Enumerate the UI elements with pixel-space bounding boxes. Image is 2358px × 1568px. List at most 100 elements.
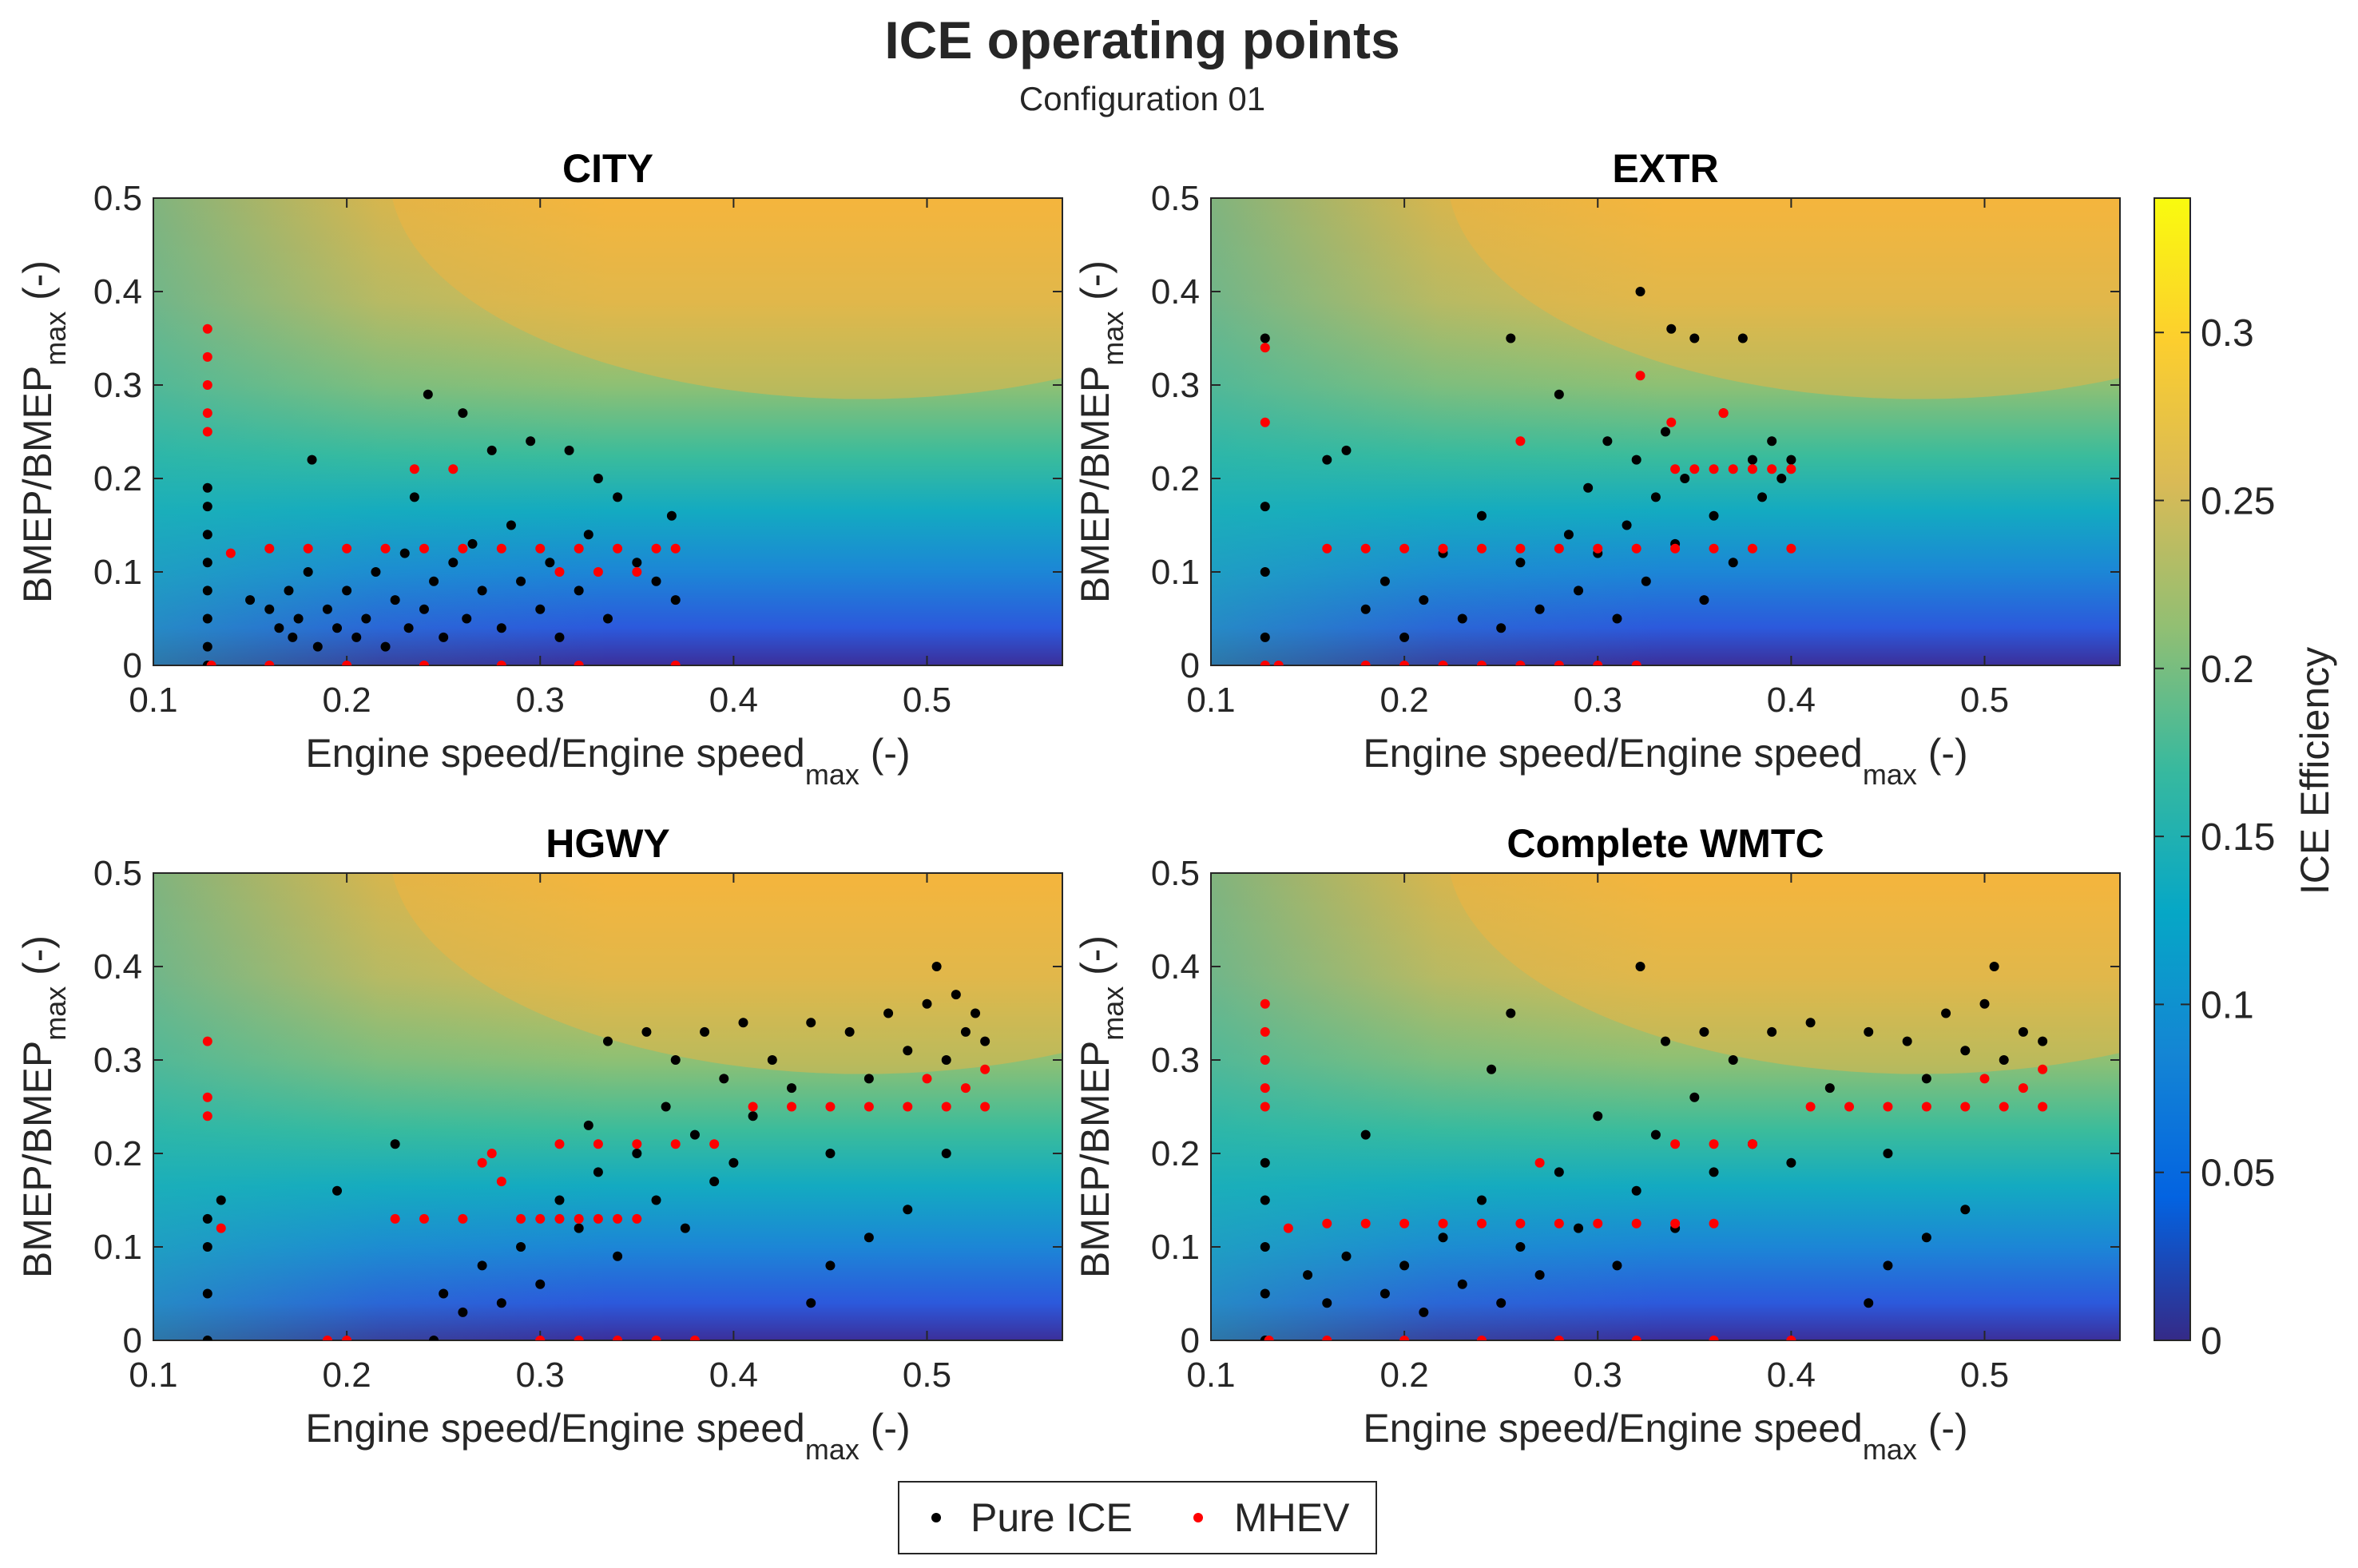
data-point (1699, 595, 1709, 605)
data-point (1360, 604, 1371, 614)
data-point (1864, 1298, 1874, 1308)
data-point (303, 567, 313, 577)
data-point (1631, 543, 1641, 554)
data-point (1631, 661, 1641, 665)
data-point (1476, 1218, 1487, 1229)
data-point (1438, 1218, 1448, 1229)
y-tick-label: 0.1 (93, 553, 142, 592)
data-point (1593, 543, 1603, 554)
y-tick-label: 0.1 (93, 1228, 142, 1267)
data-point (1260, 502, 1270, 512)
data-point (709, 1139, 720, 1149)
data-point (245, 595, 256, 605)
data-point (670, 543, 681, 554)
colorbar-ticks: 0 0.05 0.1 0.15 0.2 0.25 0.3 (2154, 312, 2275, 1363)
data-point (903, 1205, 913, 1215)
x-tick-label: 0.5 (903, 681, 951, 720)
data-point (264, 604, 275, 614)
data-point (1515, 661, 1526, 665)
data-point (458, 1307, 468, 1317)
data-point (1612, 613, 1622, 624)
y-tick-label: 0.4 (1151, 272, 1200, 312)
data-point (516, 576, 526, 586)
data-point (1602, 436, 1613, 447)
y-tick-label: 0.2 (93, 459, 142, 498)
data-point (632, 567, 642, 577)
y-axis-label: BMEP/BMEPmax (-) (15, 935, 72, 1278)
data-point (1273, 661, 1284, 665)
data-point (554, 1195, 565, 1205)
data-point (1303, 1270, 1313, 1280)
data-point (1635, 962, 1645, 971)
data-point (1941, 1008, 1951, 1018)
data-point (1786, 455, 1796, 465)
data-point (670, 661, 681, 665)
colorbar-tick-label: 0.1 (2201, 984, 2254, 1026)
data-point (361, 613, 371, 624)
data-point (1515, 436, 1526, 447)
data-point (603, 613, 613, 624)
data-point (202, 1111, 212, 1121)
y-axis-label: BMEP/BMEPmax (-) (1073, 935, 1129, 1278)
data-point (574, 1336, 584, 1340)
data-point (728, 1157, 739, 1168)
subplot-title: CITY (562, 146, 653, 191)
data-point (409, 492, 419, 502)
y-tick-label: 0.5 (1151, 854, 1200, 893)
x-tick-label: 0.5 (903, 1356, 951, 1395)
data-point (202, 586, 212, 596)
data-point (496, 1177, 506, 1187)
axes-frame: 0.1 0.2 0.3 0.4 0.500.10.20.30.40.5 (93, 179, 1063, 720)
data-point (1666, 324, 1677, 334)
data-point (1960, 1046, 1971, 1056)
axes-frame: 0.1 0.2 0.3 0.4 0.500.10.20.30.40.5 (1151, 179, 2121, 720)
data-point (1650, 1129, 1661, 1140)
data-point (535, 1336, 546, 1340)
data-point (1399, 1260, 1410, 1271)
x-tick-label: 0.3 (516, 1356, 565, 1395)
data-point (1457, 613, 1467, 624)
legend-label-pure-ice: Pure ICE (971, 1495, 1133, 1540)
data-point (496, 1298, 506, 1308)
data-point (1574, 586, 1584, 596)
legend-box (898, 1481, 1377, 1554)
data-point (738, 1018, 748, 1028)
data-point (390, 595, 400, 605)
data-point (202, 482, 212, 493)
figure-title: ICE operating points (884, 10, 1399, 69)
data-point (1534, 1270, 1545, 1280)
x-tick-label: 0.4 (1767, 1356, 1816, 1395)
data-point (1709, 510, 1719, 521)
data-point (1515, 1218, 1526, 1229)
data-point (1709, 1167, 1719, 1177)
data-point (960, 1083, 971, 1094)
colorbar: 0 0.05 0.1 0.15 0.2 0.25 0.3 ICE Efficiency (2154, 197, 2337, 1363)
data-point (216, 1195, 226, 1205)
data-point (1457, 1279, 1467, 1289)
data-point (1438, 1233, 1448, 1243)
series-pure-ice (202, 962, 990, 1340)
data-point (613, 543, 623, 554)
data-point (941, 1149, 951, 1158)
data-point (1476, 510, 1487, 521)
data-point (462, 613, 472, 624)
data-point (863, 1233, 874, 1243)
data-point (1506, 333, 1516, 343)
data-point (1883, 1149, 1893, 1158)
data-point (1747, 455, 1757, 465)
data-point (1379, 576, 1390, 586)
data-point (1322, 1298, 1332, 1308)
data-point (613, 1251, 623, 1261)
data-point (603, 1036, 613, 1046)
data-point (1631, 1336, 1641, 1340)
x-tick-label: 0.5 (1960, 1356, 2009, 1395)
data-point (202, 502, 212, 512)
data-point (1341, 1251, 1352, 1261)
data-point (960, 1026, 971, 1037)
data-point (980, 1036, 990, 1046)
data-point (748, 1102, 758, 1112)
data-point (863, 1074, 874, 1084)
y-tick-label: 0.3 (1151, 366, 1200, 405)
